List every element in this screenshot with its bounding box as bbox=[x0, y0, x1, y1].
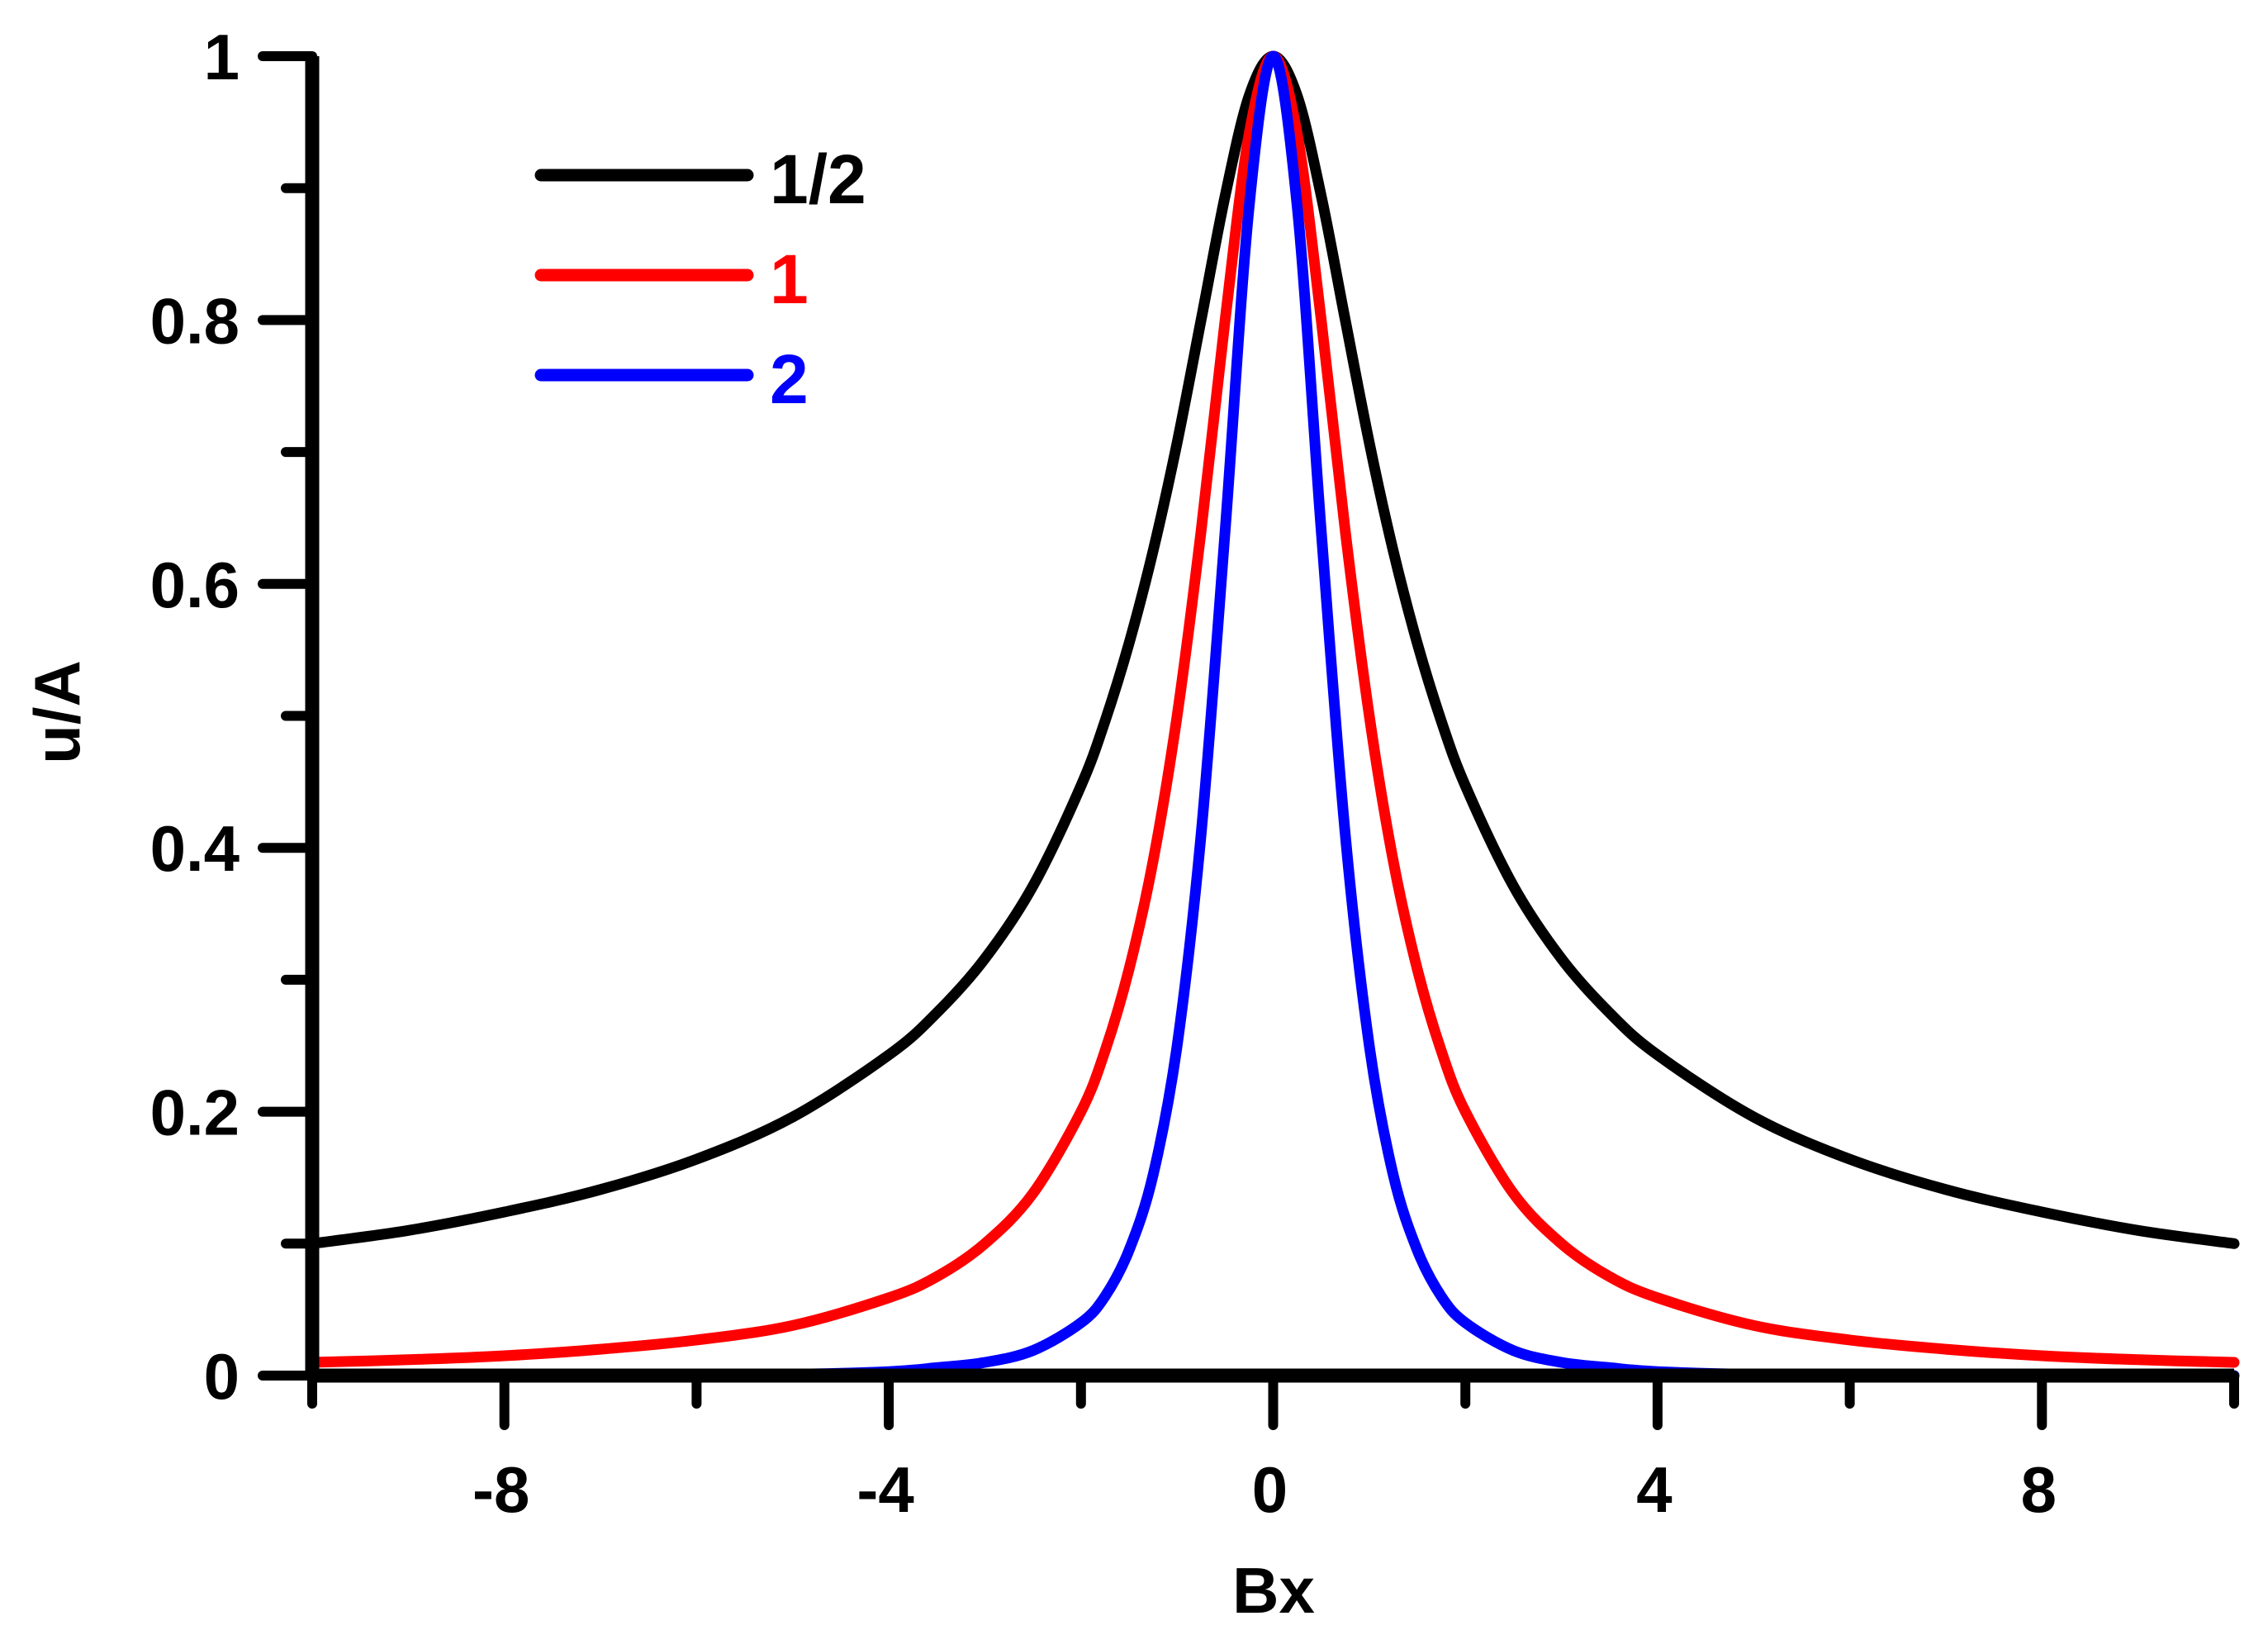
legend-item: 1 bbox=[534, 240, 809, 318]
x-tick-label: 8 bbox=[2021, 1453, 2057, 1526]
x-tick-label: 0 bbox=[1252, 1453, 1288, 1526]
y-axis-title: u/A bbox=[21, 660, 93, 764]
y-tick-label: 0.4 bbox=[150, 812, 240, 885]
legend-label: 2 bbox=[770, 340, 809, 418]
axes bbox=[305, 56, 2234, 1383]
legend-label: 1 bbox=[770, 240, 809, 318]
x-tick-label: -4 bbox=[856, 1453, 913, 1526]
y-tick-label: 1 bbox=[204, 21, 240, 93]
legend-item: 2 bbox=[534, 340, 809, 418]
series-line-2 bbox=[306, 50, 2240, 1368]
legend-label: 1/2 bbox=[770, 140, 866, 218]
x-tick-label: -8 bbox=[472, 1453, 529, 1526]
plot-curves bbox=[306, 50, 2240, 1381]
legend-item: 1/2 bbox=[534, 140, 866, 218]
series-line-1 bbox=[306, 50, 2240, 1249]
x-tick-label: 4 bbox=[1636, 1453, 1672, 1526]
series-line-3 bbox=[306, 50, 2240, 1381]
y-tick-label: 0.2 bbox=[150, 1077, 240, 1149]
x-axis-title: Bx bbox=[1232, 1554, 1315, 1627]
y-tick-label: 0 bbox=[204, 1340, 240, 1413]
y-tick-label: 0.8 bbox=[150, 284, 240, 357]
y-tick-label: 0.6 bbox=[150, 549, 240, 621]
ticks: -8 -4 0 4 8 0 0.2 0.4 0.6 0.8 1 bbox=[150, 21, 2239, 1526]
legend: 1/2 1 2 bbox=[534, 140, 866, 418]
